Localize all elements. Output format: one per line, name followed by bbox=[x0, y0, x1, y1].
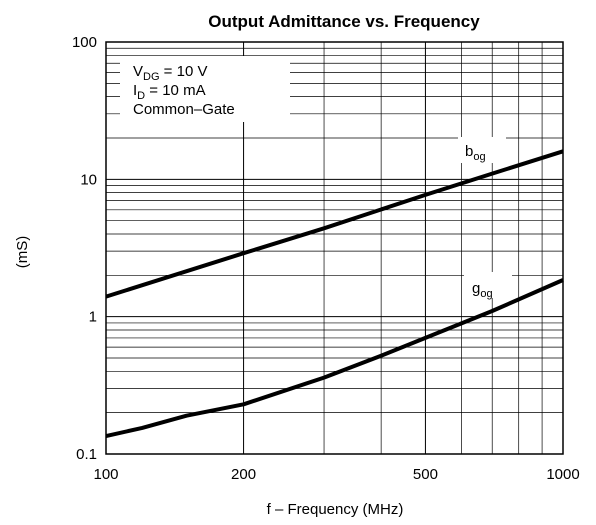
y-tick-label: 1 bbox=[89, 309, 97, 326]
plot-frame bbox=[105, 41, 564, 455]
y-tick-label: 100 bbox=[72, 34, 97, 51]
condition-line: ID = 10 mA bbox=[133, 82, 206, 102]
y-axis-label: (mS) bbox=[14, 236, 31, 269]
x-axis-label: f – Frequency (MHz) bbox=[267, 501, 404, 518]
y-tick-labels: 0.1 1 10 100 bbox=[72, 34, 97, 463]
y-tick-label: 10 bbox=[80, 171, 97, 188]
series-line-gog bbox=[105, 278, 564, 439]
series-group bbox=[105, 149, 564, 439]
x-tick-label: 500 bbox=[413, 466, 438, 483]
series-labels: bog gog bbox=[458, 137, 512, 300]
condition-line: Common–Gate bbox=[133, 101, 235, 118]
series-label-bg bbox=[458, 137, 506, 163]
series-label-gog: gog bbox=[472, 280, 493, 300]
chart-title: Output Admittance vs. Frequency bbox=[208, 12, 480, 31]
series-label-bog: bog bbox=[465, 143, 486, 163]
x-tick-label: 200 bbox=[231, 466, 256, 483]
series-line-bog bbox=[105, 149, 564, 299]
x-tick-label: 100 bbox=[93, 466, 118, 483]
x-tick-label: 1000 bbox=[546, 466, 579, 483]
series-label-bg bbox=[464, 272, 512, 298]
y-tick-label: 0.1 bbox=[76, 446, 97, 463]
condition-line: VDG = 10 V bbox=[133, 63, 207, 83]
conditions-box-bg bbox=[120, 56, 290, 122]
x-tick-labels: 100 200 500 1000 bbox=[93, 466, 579, 483]
